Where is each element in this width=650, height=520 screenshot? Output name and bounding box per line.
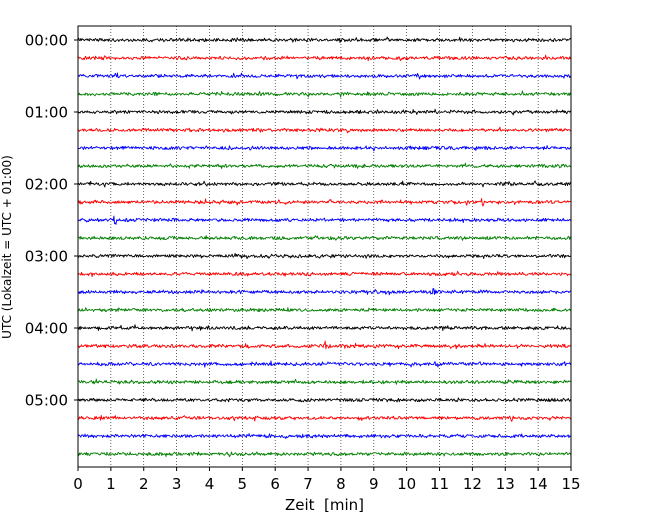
y-tick-label: 00:00 bbox=[25, 32, 68, 50]
y-tick-label: 02:00 bbox=[25, 176, 68, 194]
x-axis-ticks: 0 1 2 3 4 5 6 7 8 9 10 11 12 13 14 15 bbox=[73, 467, 581, 493]
trace-line-17 bbox=[78, 340, 572, 350]
trace-line-15 bbox=[77, 307, 572, 313]
trace-line-2 bbox=[77, 72, 572, 80]
x-tick-label: 11 bbox=[430, 475, 449, 493]
x-axis-label: Zeit [min] bbox=[285, 496, 364, 514]
trace-line-21 bbox=[77, 414, 571, 422]
trace-line-9 bbox=[77, 198, 572, 207]
x-tick-label: 1 bbox=[106, 475, 116, 493]
x-tick-label: 6 bbox=[270, 475, 280, 493]
x-tick-label: 3 bbox=[172, 475, 182, 493]
trace-line-18 bbox=[77, 360, 572, 368]
trace-line-10 bbox=[77, 215, 572, 225]
trace-line-13 bbox=[77, 270, 572, 278]
trace-line-19 bbox=[77, 378, 572, 385]
trace-line-0 bbox=[77, 36, 572, 43]
trace-line-3 bbox=[77, 90, 572, 98]
trace-line-4 bbox=[77, 108, 572, 116]
x-tick-label: 13 bbox=[496, 475, 515, 493]
x-tick-label: 5 bbox=[238, 475, 248, 493]
trace-line-6 bbox=[77, 145, 572, 152]
x-tick-label: 8 bbox=[336, 475, 346, 493]
y-tick-label: 03:00 bbox=[25, 248, 68, 266]
trace-line-7 bbox=[77, 162, 572, 169]
y-tick-label: 01:00 bbox=[25, 104, 68, 122]
trace-line-14 bbox=[77, 288, 572, 296]
y-tick-label: 05:00 bbox=[25, 392, 68, 410]
trace-line-5 bbox=[77, 126, 572, 134]
x-tick-label: 4 bbox=[205, 475, 215, 493]
x-tick-label: 14 bbox=[529, 475, 548, 493]
x-tick-label: 12 bbox=[463, 475, 482, 493]
x-tick-label: 10 bbox=[397, 475, 416, 493]
x-tick-label: 7 bbox=[303, 475, 313, 493]
trace-line-23 bbox=[77, 451, 572, 458]
trace-line-20 bbox=[77, 397, 572, 403]
trace-line-16 bbox=[77, 324, 572, 332]
y-axis-ticks: 00:00 01:00 02:00 03:00 04:00 05:00 bbox=[25, 32, 78, 410]
trace-line-22 bbox=[77, 433, 572, 439]
x-tick-label: 2 bbox=[139, 475, 149, 493]
trace-group bbox=[77, 36, 572, 458]
x-tick-label: 0 bbox=[73, 475, 83, 493]
trace-line-1 bbox=[77, 54, 572, 62]
trace-line-8 bbox=[77, 180, 572, 188]
y-tick-label: 04:00 bbox=[25, 320, 68, 338]
x-tick-label: 9 bbox=[369, 475, 379, 493]
x-tick-label: 15 bbox=[561, 475, 580, 493]
trace-line-12 bbox=[77, 252, 572, 260]
y-axis-label: UTC (Lokalzeit = UTC + 01:00) bbox=[0, 155, 14, 339]
trace-line-11 bbox=[77, 235, 572, 241]
plot-frame bbox=[77, 25, 572, 468]
